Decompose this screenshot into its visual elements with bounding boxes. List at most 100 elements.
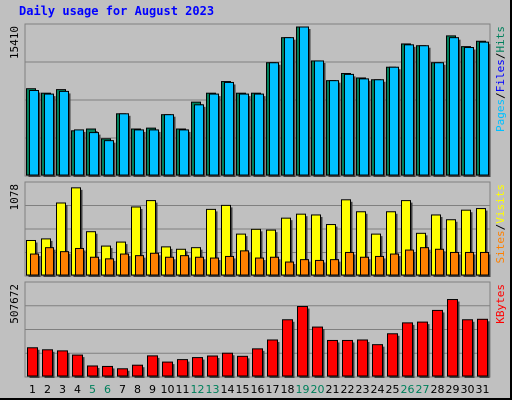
sites-bar	[75, 247, 84, 276]
files-bar	[44, 93, 54, 176]
x-tick-label: 21	[326, 383, 340, 396]
kbytes-bar	[342, 339, 353, 377]
kbytes-bar	[432, 309, 443, 377]
files-bar	[389, 66, 399, 176]
files-bar	[434, 62, 444, 176]
x-tick-label: 27	[416, 383, 430, 396]
files-bar	[74, 129, 84, 176]
sites-bar	[165, 256, 174, 276]
kbytes-bar	[192, 357, 203, 377]
files-bar	[359, 78, 369, 176]
sites-bar	[30, 253, 39, 276]
kbytes-bar	[462, 319, 473, 377]
sites-bar	[120, 253, 129, 276]
sites-bar	[465, 251, 474, 276]
kbytes-bar	[237, 355, 248, 377]
files-bar	[179, 129, 189, 176]
sites-bar	[255, 257, 264, 276]
x-tick-label: 9	[149, 383, 156, 396]
x-tick-label: 30	[461, 383, 475, 396]
legend-part: Pages	[494, 99, 507, 132]
kbytes-bar	[42, 349, 53, 377]
legend-part: /	[494, 53, 507, 60]
x-tick-label: 14	[221, 383, 235, 396]
sites-bar	[480, 251, 489, 276]
x-tick-label: 18	[281, 383, 295, 396]
sites-bar	[375, 255, 384, 276]
kbytes-bar	[222, 352, 233, 377]
kbytes-bar	[402, 322, 413, 377]
sites-bar	[405, 249, 414, 276]
kbytes-bar	[57, 350, 68, 377]
kbytes-bar	[447, 299, 458, 377]
files-bar	[404, 44, 414, 176]
sites-bar	[345, 251, 354, 276]
files-bar	[89, 132, 99, 176]
sites-bar	[435, 248, 444, 276]
sites-bar	[270, 256, 279, 276]
legend-part: /	[494, 224, 507, 231]
files-bar	[149, 129, 159, 176]
files-bar	[59, 90, 69, 176]
kbytes-bar	[102, 365, 113, 377]
x-tick-label: 7	[119, 383, 126, 396]
x-tick-label: 17	[266, 383, 280, 396]
files-bar	[314, 60, 324, 176]
x-tick-label: 3	[59, 383, 66, 396]
sites-bar	[60, 251, 69, 276]
kbytes-bar	[357, 339, 368, 377]
legend-part: /	[494, 92, 507, 99]
legend-part: KBytes	[494, 284, 507, 324]
x-tick-label: 1	[29, 383, 36, 396]
sites-bar	[330, 259, 339, 276]
x-tick-label: 23	[356, 383, 370, 396]
sites-bar	[360, 256, 369, 276]
files-bar	[119, 113, 129, 176]
kbytes-bar	[132, 364, 143, 377]
legend-part: Files	[494, 59, 507, 92]
x-tick-label: 6	[104, 383, 111, 396]
files-bar	[254, 93, 264, 176]
kbytes-bar	[72, 354, 83, 377]
x-tick-label: 31	[476, 383, 490, 396]
kbytes-bar	[282, 319, 293, 377]
files-bar	[464, 47, 474, 176]
kbytes-bar	[387, 333, 398, 377]
x-tick-label: 16	[251, 383, 265, 396]
legend-part: Sites	[494, 230, 507, 263]
x-tick-label: 2	[44, 383, 51, 396]
sites-bar	[195, 256, 204, 276]
sites-bar	[420, 247, 429, 276]
legend-traffic: Pages/Files/Hits	[494, 26, 507, 132]
sites-bar	[150, 252, 159, 276]
x-tick-label: 25	[386, 383, 400, 396]
y-axis-max-label-kbytes: 507672	[8, 284, 21, 324]
kbytes-bar	[177, 359, 188, 377]
sites-bar	[180, 255, 189, 276]
sites-bar	[300, 259, 309, 276]
files-bar	[194, 104, 204, 176]
kbytes-bar	[267, 339, 278, 377]
sites-bar	[450, 251, 459, 276]
sites-bar	[210, 257, 219, 276]
files-bar	[449, 37, 459, 176]
y-axis-max-label-sites_visits: 1078	[8, 184, 21, 211]
sites-bar	[90, 256, 99, 276]
files-bar	[239, 93, 249, 176]
y-axis-max-label-traffic: 15410	[8, 26, 21, 59]
x-tick-label: 15	[236, 383, 250, 396]
x-tick-label: 24	[371, 383, 385, 396]
kbytes-bar	[417, 321, 428, 377]
legend-part: Hits	[494, 26, 507, 53]
sites-bar	[390, 253, 399, 276]
files-bar	[29, 90, 39, 176]
x-tick-label: 20	[311, 383, 325, 396]
files-bar	[209, 93, 219, 176]
kbytes-bar	[327, 339, 338, 377]
x-tick-label: 4	[74, 383, 81, 396]
legend-sites_visits: Sites/Visits	[494, 184, 507, 264]
kbytes-bar	[162, 361, 173, 377]
sites-bar	[285, 261, 294, 276]
